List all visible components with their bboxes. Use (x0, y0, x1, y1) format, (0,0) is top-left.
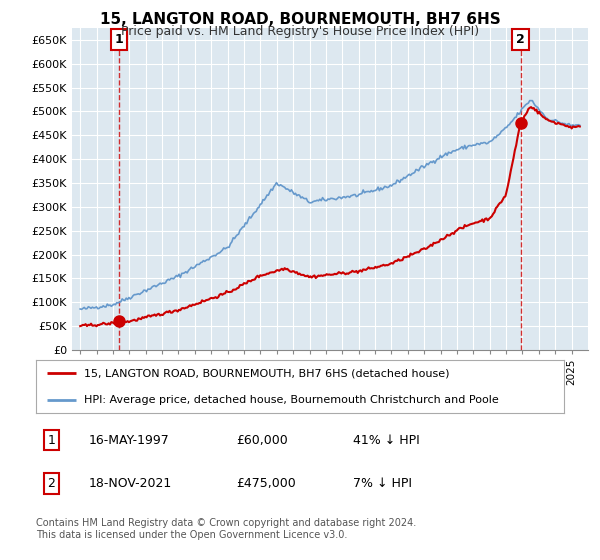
Text: 7% ↓ HPI: 7% ↓ HPI (353, 477, 412, 490)
Text: HPI: Average price, detached house, Bournemouth Christchurch and Poole: HPI: Average price, detached house, Bour… (83, 395, 498, 405)
Text: Price paid vs. HM Land Registry's House Price Index (HPI): Price paid vs. HM Land Registry's House … (121, 25, 479, 38)
Text: 2: 2 (47, 477, 55, 490)
Text: 1: 1 (47, 433, 55, 447)
Text: 16-MAY-1997: 16-MAY-1997 (89, 433, 170, 447)
Text: 2: 2 (516, 33, 525, 46)
Text: £60,000: £60,000 (236, 433, 289, 447)
Text: 41% ↓ HPI: 41% ↓ HPI (353, 433, 419, 447)
Text: 15, LANGTON ROAD, BOURNEMOUTH, BH7 6HS: 15, LANGTON ROAD, BOURNEMOUTH, BH7 6HS (100, 12, 500, 27)
Text: 18-NOV-2021: 18-NOV-2021 (89, 477, 172, 490)
Text: £475,000: £475,000 (236, 477, 296, 490)
Text: Contains HM Land Registry data © Crown copyright and database right 2024.
This d: Contains HM Land Registry data © Crown c… (36, 518, 416, 540)
Text: 15, LANGTON ROAD, BOURNEMOUTH, BH7 6HS (detached house): 15, LANGTON ROAD, BOURNEMOUTH, BH7 6HS (… (83, 368, 449, 379)
Text: 1: 1 (115, 33, 124, 46)
